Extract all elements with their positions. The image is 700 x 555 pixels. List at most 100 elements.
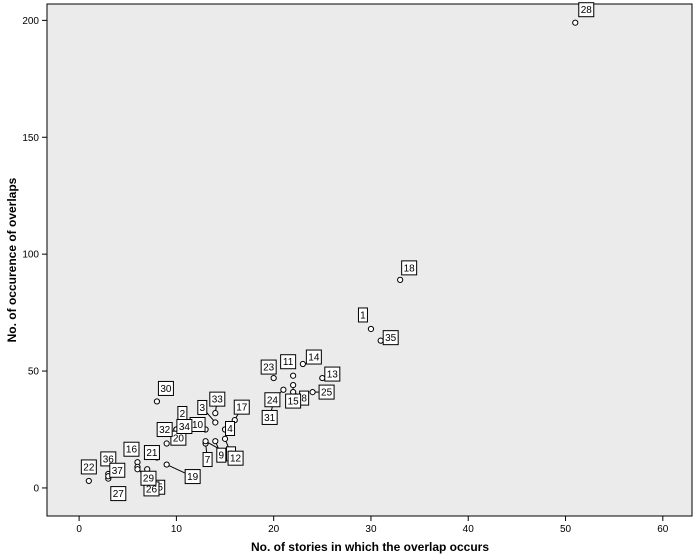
- point-label-35: 35: [382, 330, 399, 346]
- point-label-box: [110, 486, 127, 502]
- data-point-28: [572, 19, 579, 26]
- point-label-16: 16: [123, 441, 140, 457]
- point-label-text: 7: [205, 455, 211, 466]
- point-label-text: 32: [159, 425, 171, 436]
- point-label-17: 17: [233, 399, 250, 415]
- point-label-text: 25: [321, 388, 333, 399]
- point-label-box: [80, 459, 97, 475]
- point-label-34: 34: [176, 418, 193, 434]
- data-point-24: [280, 386, 287, 393]
- point-label-31: 31: [261, 409, 278, 425]
- point-labels: 1234567891011121314151617181920212223242…: [80, 2, 595, 502]
- point-label-text: 26: [146, 484, 158, 495]
- point-label-box: [225, 420, 236, 436]
- point-label-19: 19: [184, 469, 201, 485]
- point-label-text: 18: [404, 263, 416, 274]
- data-point-30: [153, 398, 161, 405]
- point-label-box: [233, 399, 250, 415]
- point-label-text: 4: [227, 424, 233, 435]
- data-point-13: [319, 374, 326, 382]
- data-point-12: [202, 438, 209, 445]
- y-axis-title: No. of occurence of overlaps: [5, 177, 19, 342]
- point-label-15: 15: [285, 393, 302, 409]
- point-label-text: 11: [283, 357, 294, 368]
- point-label-text: 20: [173, 434, 185, 445]
- point-label-text: 28: [581, 5, 593, 16]
- point-label-27: 27: [110, 486, 127, 502]
- point-label-box: [227, 450, 244, 466]
- point-label-text: 29: [143, 474, 155, 485]
- data-point-1: [367, 325, 375, 333]
- point-label-text: 36: [103, 454, 115, 465]
- point-label-32: 32: [156, 422, 173, 438]
- point-label-text: 19: [187, 472, 199, 483]
- y-tick-label: 50: [28, 367, 40, 378]
- x-tick-label: 30: [365, 524, 377, 535]
- x-tick-label: 50: [560, 524, 572, 535]
- point-label-text: 10: [192, 420, 204, 431]
- point-label-text: 12: [230, 454, 242, 465]
- point-label-text: 17: [236, 403, 248, 414]
- point-label-box: [123, 441, 140, 457]
- point-label-25: 25: [318, 384, 335, 400]
- point-label-box: [100, 451, 117, 467]
- data-point-9: [212, 438, 219, 445]
- point-label-box: [197, 399, 208, 415]
- y-tick-label: 100: [22, 250, 39, 261]
- point-label-box: [202, 452, 213, 468]
- point-label-box: [261, 409, 278, 425]
- point-label-14: 14: [305, 349, 322, 365]
- point-label-box: [157, 380, 174, 396]
- point-label-28: 28: [578, 2, 595, 18]
- point-label-box: [209, 391, 226, 407]
- point-label-box: [176, 418, 193, 434]
- x-tick-label: 10: [171, 524, 183, 535]
- point-label-box: [285, 393, 302, 409]
- data-point-14: [299, 360, 306, 368]
- point-label-text: 34: [179, 422, 191, 433]
- x-tick-label: 40: [463, 524, 475, 535]
- point-label-1: 1: [357, 307, 368, 323]
- point-label-23: 23: [260, 359, 277, 375]
- data-point-25: [309, 388, 316, 396]
- point-label-21: 21: [143, 445, 160, 461]
- point-label-box: [382, 330, 399, 346]
- point-label-11: 11: [280, 354, 297, 370]
- point-label-text: 3: [200, 403, 206, 414]
- point-label-text: 15: [288, 397, 300, 408]
- point-label-text: 33: [212, 395, 224, 406]
- point-label-box: [318, 384, 335, 400]
- point-label-text: 27: [113, 489, 125, 500]
- y-tick-label: 0: [33, 483, 39, 494]
- x-axis-title: No. of stories in which the overlap occu…: [251, 540, 489, 554]
- point-label-36: 36: [100, 451, 117, 467]
- point-label-text: 37: [112, 466, 124, 477]
- data-point-32: [163, 440, 170, 447]
- data-point-6: [221, 435, 229, 442]
- data-point-23: [270, 374, 277, 382]
- point-label-37: 37: [109, 462, 126, 478]
- point-label-12: 12: [227, 450, 244, 466]
- data-point-3: [212, 419, 219, 426]
- y-tick-label: 150: [22, 133, 39, 144]
- point-label-30: 30: [157, 380, 174, 396]
- x-tick-label: 0: [76, 524, 82, 535]
- point-label-box: [401, 260, 418, 276]
- point-label-29: 29: [140, 470, 157, 486]
- point-label-box: [156, 422, 173, 438]
- point-label-box: [143, 445, 160, 461]
- data-point-11: [290, 372, 297, 379]
- point-label-box: [260, 359, 277, 375]
- point-label-text: 30: [160, 384, 172, 395]
- point-label-text: 9: [219, 451, 225, 462]
- point-label-7: 7: [202, 452, 213, 468]
- point-label-22: 22: [80, 459, 97, 475]
- point-label-text: 21: [146, 448, 158, 459]
- point-label-box: [140, 470, 157, 486]
- point-label-13: 13: [324, 366, 341, 382]
- x-tick-label: 60: [657, 524, 669, 535]
- data-point-33: [212, 410, 219, 417]
- point-label-text: 31: [264, 413, 276, 424]
- point-label-box: [216, 447, 227, 463]
